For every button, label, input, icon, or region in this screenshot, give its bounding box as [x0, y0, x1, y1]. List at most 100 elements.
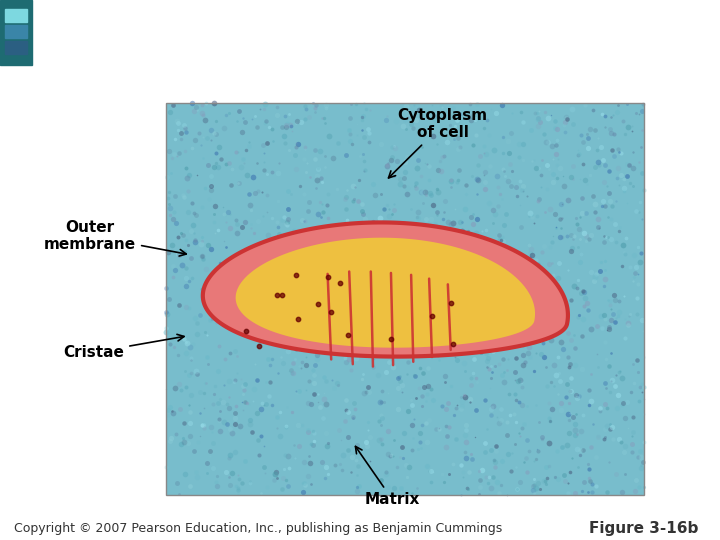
Point: [259, 119, 271, 127]
Point: [179, 470, 191, 479]
Point: [489, 463, 500, 472]
Point: [604, 420, 616, 428]
Point: [521, 435, 533, 444]
Point: [422, 128, 433, 137]
Point: [505, 265, 516, 273]
Point: [595, 258, 607, 266]
Point: [435, 101, 446, 110]
Point: [509, 367, 521, 376]
Point: [472, 176, 484, 185]
Point: [206, 125, 217, 134]
Point: [458, 468, 469, 477]
Point: [166, 434, 177, 442]
Point: [634, 197, 646, 206]
Point: [471, 174, 482, 183]
Point: [165, 169, 176, 178]
Point: [614, 223, 626, 232]
Point: [408, 282, 419, 291]
Point: [492, 302, 503, 311]
Point: [219, 355, 230, 363]
Point: [480, 225, 492, 234]
Point: [598, 197, 609, 206]
Point: [448, 219, 459, 227]
Point: [507, 166, 518, 175]
Point: [328, 269, 340, 278]
Point: [460, 421, 472, 429]
Point: [626, 387, 637, 396]
Point: [341, 269, 353, 278]
Point: [561, 393, 572, 401]
Point: [636, 126, 647, 134]
Point: [528, 367, 540, 376]
Point: [297, 255, 309, 264]
Point: [400, 116, 411, 124]
Point: [597, 202, 608, 211]
Point: [279, 111, 291, 120]
Point: [498, 165, 509, 173]
Point: [376, 307, 387, 316]
Point: [282, 268, 293, 277]
Point: [487, 330, 499, 339]
Point: [480, 268, 492, 276]
Point: [314, 274, 325, 283]
Point: [636, 464, 647, 472]
Point: [434, 347, 446, 356]
Point: [286, 342, 297, 350]
Point: [260, 117, 271, 125]
Point: [451, 355, 463, 364]
Point: [208, 390, 220, 399]
Point: [161, 173, 173, 181]
Point: [217, 260, 228, 269]
Point: [367, 307, 379, 315]
Point: [204, 273, 215, 281]
Point: [477, 465, 488, 474]
Point: [544, 413, 556, 422]
Point: [205, 245, 217, 253]
Point: [318, 389, 329, 397]
Point: [444, 470, 455, 478]
Point: [202, 161, 214, 170]
Point: [229, 414, 240, 422]
Point: [467, 171, 478, 180]
Point: [511, 192, 523, 201]
Point: [631, 109, 642, 117]
Point: [383, 240, 395, 249]
Point: [570, 390, 582, 399]
Point: [240, 318, 252, 326]
Point: [366, 310, 377, 319]
Point: [569, 232, 580, 240]
Point: [243, 190, 255, 199]
Point: [478, 313, 490, 322]
Point: [445, 273, 456, 281]
Point: [375, 421, 387, 430]
Point: [429, 259, 441, 267]
Point: [492, 418, 504, 427]
Point: [449, 122, 460, 130]
Point: [180, 235, 192, 244]
Point: [492, 299, 504, 308]
Point: [449, 135, 461, 144]
Point: [212, 282, 224, 291]
Point: [341, 337, 352, 346]
Point: [397, 442, 408, 451]
Point: [464, 395, 475, 403]
Point: [213, 342, 225, 351]
Point: [280, 422, 292, 430]
Point: [221, 420, 233, 428]
Point: [238, 279, 250, 288]
Point: [299, 457, 310, 466]
Point: [210, 382, 221, 390]
Point: [306, 312, 318, 321]
Point: [582, 460, 594, 469]
Point: [299, 102, 310, 111]
Point: [358, 149, 369, 158]
Point: [271, 413, 283, 421]
Point: [359, 215, 371, 224]
Point: [304, 112, 315, 121]
Point: [634, 110, 645, 118]
Point: [553, 259, 564, 267]
Point: [255, 431, 266, 440]
Point: [479, 344, 490, 353]
Point: [264, 361, 276, 369]
Point: [460, 180, 472, 189]
